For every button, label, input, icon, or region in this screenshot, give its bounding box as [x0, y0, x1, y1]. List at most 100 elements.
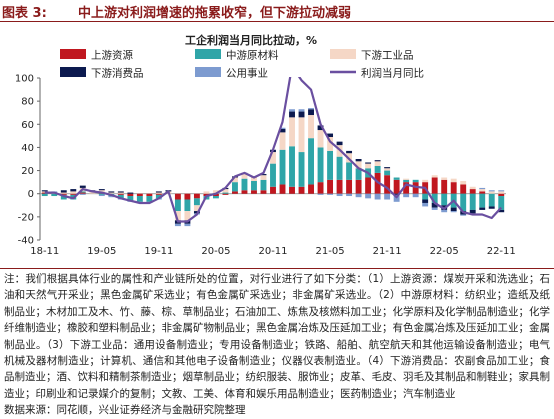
bar-segment — [41, 190, 48, 192]
bar-segment — [117, 191, 124, 193]
bar-segment — [203, 191, 210, 194]
bar-segment — [298, 117, 305, 153]
bar-segment — [222, 189, 229, 193]
bar-segment — [374, 160, 381, 162]
bar-segment — [184, 223, 191, 227]
legend-swatch — [195, 49, 221, 59]
y-tick-label: -20 — [18, 212, 34, 223]
bar-segment — [127, 193, 134, 197]
bar-segment — [70, 191, 77, 194]
bar-segment — [108, 196, 115, 198]
bar-segment — [393, 177, 400, 180]
legend-label: 上游资源 — [91, 49, 133, 62]
bar-segment — [384, 175, 391, 194]
bar-segment — [212, 196, 219, 199]
bar-segment — [317, 182, 324, 194]
bar-segment — [117, 193, 124, 195]
bar-segment — [308, 184, 314, 194]
x-tick-label: 21-05 — [316, 246, 345, 257]
bar-segment — [450, 211, 457, 213]
bar-segment — [89, 191, 96, 194]
bar-segment — [479, 207, 486, 210]
bar-segment — [346, 150, 353, 154]
legend-swatch — [60, 67, 86, 77]
bar-segment — [431, 175, 438, 178]
bar-segment — [98, 189, 105, 191]
bar-segment — [60, 194, 67, 200]
bar-segment — [308, 109, 314, 116]
bar-segment — [174, 199, 181, 212]
bar-segment — [469, 193, 476, 210]
bar-segment — [479, 191, 486, 194]
bar-segment — [136, 196, 143, 202]
bar-segment — [327, 137, 334, 151]
bar-segment — [327, 179, 334, 194]
bar-segment — [279, 127, 286, 129]
bar-segment — [384, 193, 391, 200]
bar-segment — [251, 190, 257, 194]
bar-segment — [222, 192, 229, 194]
bar-segment — [117, 194, 124, 199]
figure-title: 中上游对利润增速的拖累收窄，但下游拉动减弱 — [78, 6, 352, 21]
x-tick-label: 18-11 — [30, 246, 59, 257]
bar-segment — [327, 133, 334, 138]
bar-segment — [422, 179, 429, 183]
bar-segment — [184, 193, 191, 200]
bar-segment — [488, 190, 495, 192]
bar-segment — [308, 115, 314, 139]
bar-segment — [336, 193, 343, 197]
bar-segment — [298, 186, 305, 194]
x-tick-label: 19-11 — [144, 246, 173, 257]
bar-segment — [241, 174, 248, 179]
bar-segment — [51, 193, 58, 197]
bar-segment — [374, 161, 381, 166]
bar-segment — [317, 147, 324, 183]
x-tick-label: 20-11 — [258, 246, 287, 257]
bar-segment — [431, 207, 438, 210]
bar-segment — [308, 108, 314, 110]
y-tick-label: 60 — [21, 120, 34, 131]
bar-segment — [108, 192, 115, 194]
bar-segment — [289, 111, 295, 118]
bar-segment — [450, 178, 457, 183]
bar-segment — [60, 193, 67, 195]
bar-segment — [260, 179, 267, 191]
bar-segment — [403, 193, 410, 198]
notes-block: 注：我们根据具体行业的属性和产业链所处的位置，对行业进行了如下分类：（1）上游资… — [0, 268, 554, 416]
bar-segment — [488, 206, 495, 209]
y-tick-label: 20 — [21, 166, 34, 177]
bar-segment — [469, 189, 476, 194]
bar-segment — [355, 161, 362, 169]
bar-segment — [365, 177, 372, 194]
bar-segment — [317, 125, 324, 131]
chart-title: 工企利润当月同比拉动，% — [185, 33, 317, 47]
x-tick-label: 22-05 — [430, 246, 459, 257]
bar-segment — [127, 192, 134, 194]
bar-segment — [41, 191, 48, 193]
bar-segment — [279, 128, 286, 133]
figure-title-bar: 图表 3: 中上游对利润增速的拖累收窄，但下游拉动减弱 — [0, 0, 554, 22]
bar-segment — [431, 177, 438, 194]
bar-segment — [355, 168, 362, 180]
bar-segment — [251, 177, 257, 181]
bar-segment — [212, 190, 219, 194]
x-tick-label: 19-05 — [87, 246, 116, 257]
bar-segment — [136, 193, 143, 197]
bar-segment — [260, 190, 267, 194]
bar-segment — [193, 193, 200, 199]
bar-segment — [117, 192, 124, 194]
lines — [44, 77, 503, 223]
bar-segment — [308, 138, 314, 185]
bar-segment — [327, 193, 334, 195]
bar-segment — [98, 190, 105, 193]
bar-segment — [460, 184, 467, 194]
bar-segment — [289, 146, 295, 187]
bar-segment — [155, 193, 162, 195]
bar-segment — [431, 193, 438, 203]
bar-segment — [174, 193, 181, 200]
bar-segment — [251, 180, 257, 191]
bar-segment — [460, 180, 467, 185]
bar-segment — [346, 162, 353, 180]
bar-segment — [336, 179, 343, 194]
